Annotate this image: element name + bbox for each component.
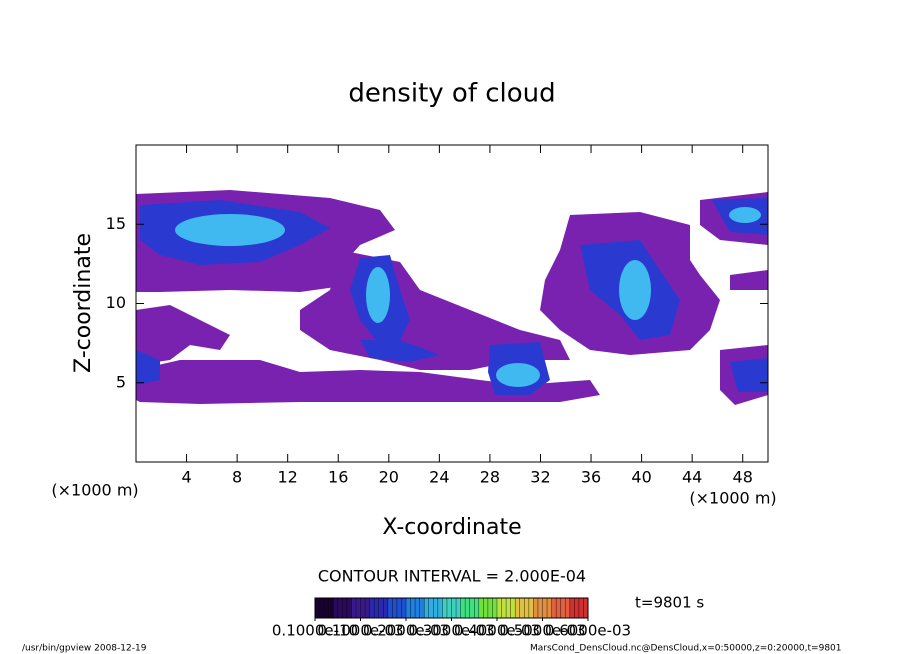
- colorbar-tick-label: 0.1000e-03: [317, 622, 403, 640]
- colorbar-swatch: [533, 598, 553, 618]
- cloud-core: [730, 358, 768, 392]
- colorbar-tick-label: 0.2000e-03: [363, 622, 449, 640]
- cloud-peak: [175, 214, 285, 246]
- colorbar-tick-label: 0.1000e-10: [272, 622, 358, 640]
- x-axis-label: X-coordinate: [382, 515, 521, 540]
- colorbar-swatch: [333, 598, 352, 618]
- colorbar-swatch: [315, 598, 334, 618]
- colorbar-swatch: [515, 598, 534, 618]
- x-unit: (×1000 m): [51, 481, 138, 500]
- colorbar-swatch: [387, 598, 407, 618]
- colorbar-swatch: [569, 598, 589, 618]
- x-tick-label: 44: [682, 468, 702, 487]
- cloud-core: [360, 340, 440, 362]
- cloud-peak: [729, 207, 761, 223]
- time-label: t=9801 s: [635, 594, 704, 612]
- cloud-field: [136, 190, 768, 405]
- y-tick-label: 10: [106, 293, 126, 312]
- colorbar-swatch: [497, 598, 516, 618]
- cloud-peak: [496, 363, 540, 387]
- cloud-peak: [619, 260, 651, 320]
- colorbar-swatch: [460, 598, 480, 618]
- cloud-region: [730, 270, 768, 290]
- colorbar-swatch: [442, 598, 462, 618]
- colorbar-swatch: [369, 598, 389, 618]
- x-tick-label: 24: [429, 468, 449, 487]
- x-tick-label: 32: [530, 468, 550, 487]
- x-tick-label: 28: [480, 468, 500, 487]
- x-tick-label: 36: [581, 468, 601, 487]
- colorbar-swatch: [406, 598, 425, 618]
- colorbar-swatch: [478, 598, 498, 618]
- footer: MarsCond_DensCloud.nc@DensCloud,x=0:5000…: [530, 644, 842, 654]
- x-tick-label: 4: [181, 468, 191, 487]
- cloud-core: [136, 350, 160, 385]
- cloud-region: [136, 360, 600, 404]
- colorbar-swatch: [351, 598, 371, 618]
- x-tick-label: 20: [379, 468, 399, 487]
- cloud-peak: [366, 267, 390, 323]
- colorbar-swatch: [424, 598, 443, 618]
- cloud-region: [136, 305, 230, 365]
- x-tick-label: 8: [232, 468, 242, 487]
- y-axis-label: Z-coordinate: [71, 233, 96, 373]
- chart-title: density of cloud: [348, 79, 555, 109]
- colorbar-tick-label: 0.5000e-03: [499, 622, 585, 640]
- footer: /usr/bin/gpview 2008-12-19: [22, 644, 147, 654]
- y-tick-label: 5: [116, 372, 126, 391]
- colorbar-tick-label: 0.4000e-03: [454, 622, 540, 640]
- colorbar-tick-label: 0.6000e-03: [545, 622, 631, 640]
- x-tick-label: 48: [733, 468, 753, 487]
- x-unit: (×1000 m): [689, 489, 776, 508]
- colorbar-swatch: [551, 598, 571, 618]
- x-tick-label: 40: [631, 468, 651, 487]
- x-tick-label: 16: [328, 468, 348, 487]
- x-tick-label: 12: [278, 468, 298, 487]
- contour-interval: CONTOUR INTERVAL = 2.000E-04: [318, 567, 586, 586]
- colorbar-tick-label: 0.3000e-03: [408, 622, 494, 640]
- y-tick-label: 15: [106, 214, 126, 233]
